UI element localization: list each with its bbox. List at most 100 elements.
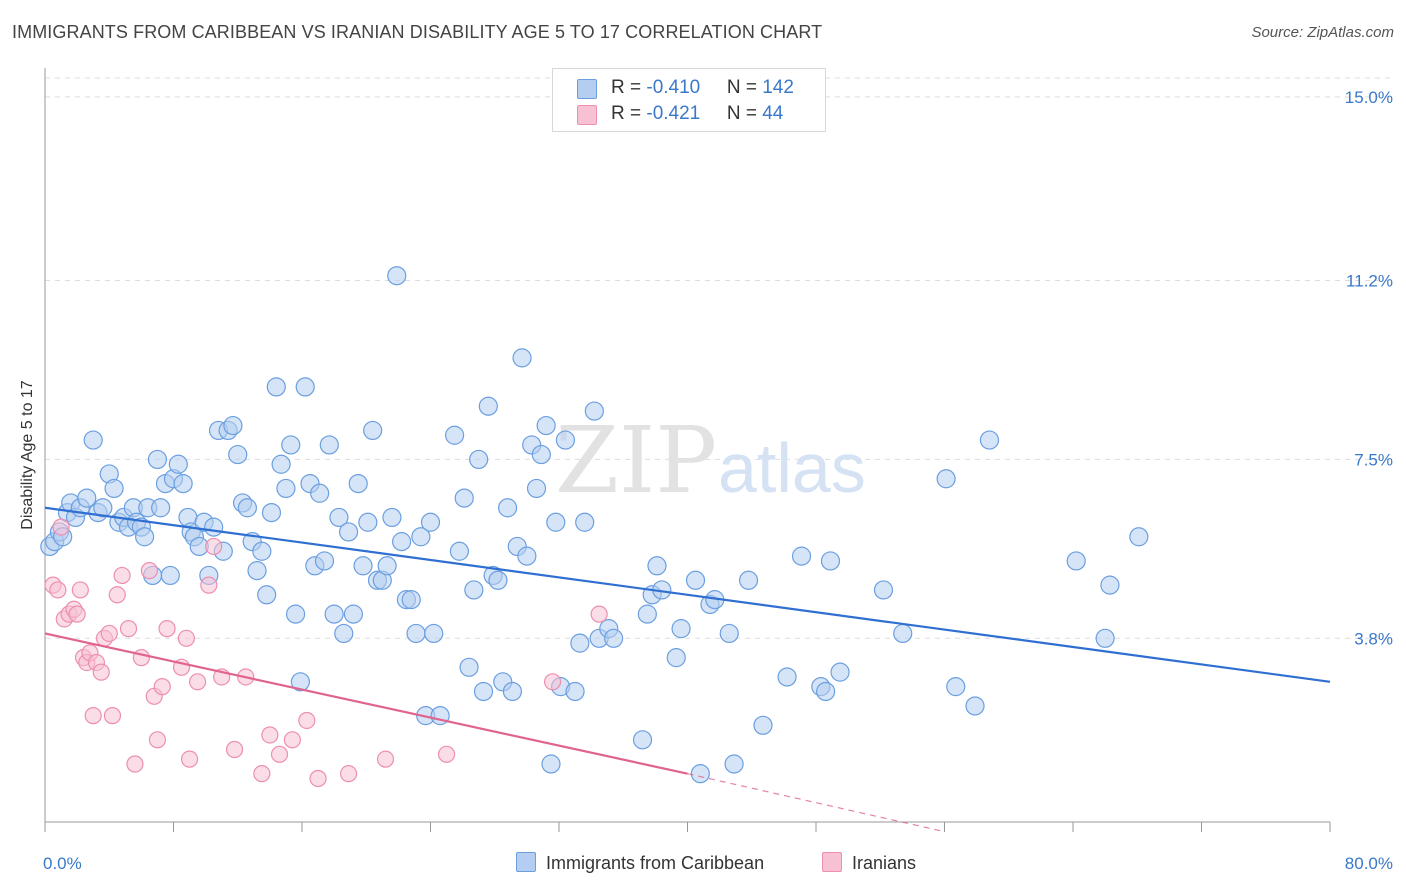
- caribbean-point: [358, 512, 378, 532]
- caribbean-point: [338, 522, 359, 542]
- iranians-point: [309, 769, 327, 788]
- y-tick-label: 7.5%: [1354, 450, 1393, 469]
- caribbean-point: [690, 764, 710, 784]
- iranians-point: [52, 518, 70, 536]
- caribbean-point: [685, 570, 706, 590]
- caribbean-point: [738, 570, 759, 590]
- iranians-trend-line: [44, 632, 688, 775]
- caribbean-point: [314, 551, 335, 571]
- trend-lines: [44, 506, 1331, 833]
- caribbean-point: [512, 348, 532, 368]
- iranians-point: [437, 745, 456, 763]
- caribbean-point: [424, 623, 444, 644]
- caribbean-point: [666, 648, 686, 668]
- iranians-point: [261, 726, 279, 744]
- caribbean-point: [247, 561, 267, 581]
- caribbean-point: [604, 628, 624, 648]
- iranians-point: [108, 586, 126, 604]
- caribbean-point: [319, 435, 339, 455]
- iranians-point: [84, 707, 102, 725]
- caribbean-point: [276, 478, 296, 499]
- caribbean-point: [147, 449, 168, 470]
- caribbean-point: [1100, 575, 1120, 595]
- iranians-point: [140, 562, 159, 580]
- caribbean-point: [936, 469, 956, 489]
- caribbean-point: [324, 604, 344, 624]
- legend-n-label: N =: [726, 77, 763, 98]
- caribbean-point: [830, 662, 850, 682]
- chart-source: Source: ZipAtlas.com: [1251, 24, 1394, 41]
- caribbean-point: [295, 377, 315, 397]
- iranians-point: [543, 673, 562, 691]
- legend-swatch-caribbean: [577, 79, 597, 99]
- caribbean-point: [965, 696, 985, 716]
- caribbean-point: [555, 430, 576, 450]
- caribbean-point: [565, 681, 585, 702]
- caribbean-point: [488, 570, 508, 590]
- iranians-point: [126, 755, 144, 773]
- caribbean-point: [517, 546, 537, 566]
- iranians-point: [188, 673, 207, 691]
- caribbean-point: [285, 604, 306, 624]
- iranians-point: [339, 765, 358, 783]
- legend-n-value: 44: [762, 103, 784, 124]
- y-tick-label: 15.0%: [1345, 88, 1393, 107]
- caribbean-point: [134, 527, 155, 547]
- caribbean-point: [151, 498, 171, 518]
- caribbean-point: [791, 546, 812, 566]
- iranians-point: [71, 581, 89, 599]
- series-caribbean-points: [40, 266, 1149, 784]
- iranians-point: [376, 750, 395, 768]
- caribbean-point: [820, 551, 841, 571]
- caribbean-point: [536, 415, 556, 436]
- caribbean-point: [348, 473, 368, 494]
- caribbean-point: [329, 507, 349, 528]
- bottom-legend-swatch-caribbean: [516, 852, 536, 872]
- iranians-point: [158, 620, 176, 638]
- caribbean-point: [893, 623, 913, 644]
- caribbean-point: [671, 619, 691, 639]
- caribbean-point: [93, 498, 113, 518]
- caribbean-point: [449, 541, 470, 561]
- caribbean-point: [406, 623, 426, 644]
- caribbean-point: [420, 512, 441, 532]
- iranians-point: [270, 745, 289, 763]
- caribbean-point: [873, 580, 894, 600]
- caribbean-point: [478, 396, 498, 416]
- correlation-legend: R = -0.410 N = 142 R = -0.421 N = 44: [552, 68, 826, 132]
- legend-n-value: 142: [762, 77, 794, 98]
- axes: [44, 68, 1331, 832]
- caribbean-point: [526, 478, 547, 499]
- bottom-legend-caribbean: Immigrants from Caribbean: [516, 852, 764, 874]
- chart-title: IMMIGRANTS FROM CARIBBEAN VS IRANIAN DIS…: [12, 22, 823, 42]
- caribbean-point: [401, 590, 421, 610]
- caribbean-point: [498, 498, 518, 518]
- caribbean-point: [271, 454, 291, 474]
- caribbean-point: [391, 532, 412, 552]
- legend-r-value: -0.421: [646, 103, 701, 124]
- caribbean-point: [228, 444, 248, 465]
- caribbean-point: [266, 377, 286, 397]
- iranians-point: [132, 649, 150, 667]
- caribbean-point: [454, 488, 474, 508]
- bottom-legend-swatch-iranians: [822, 852, 842, 872]
- caribbean-point: [363, 420, 383, 441]
- iranians-point: [205, 537, 223, 556]
- caribbean-point: [584, 401, 604, 421]
- legend-r-value: -0.410: [646, 77, 701, 98]
- caribbean-point: [647, 556, 667, 576]
- caribbean-point: [257, 585, 277, 605]
- caribbean-point: [459, 657, 479, 677]
- iranians-point: [180, 750, 199, 768]
- caribbean-point: [575, 512, 595, 532]
- caribbean-point: [541, 754, 561, 774]
- caribbean-point: [753, 715, 773, 735]
- caribbean-point: [343, 604, 363, 624]
- iranians-point: [92, 663, 110, 681]
- caribbean-point: [469, 449, 489, 470]
- caribbean-point: [473, 681, 494, 702]
- iranians-point: [148, 731, 167, 749]
- caribbean-point: [1095, 628, 1115, 648]
- caribbean-point: [464, 580, 484, 600]
